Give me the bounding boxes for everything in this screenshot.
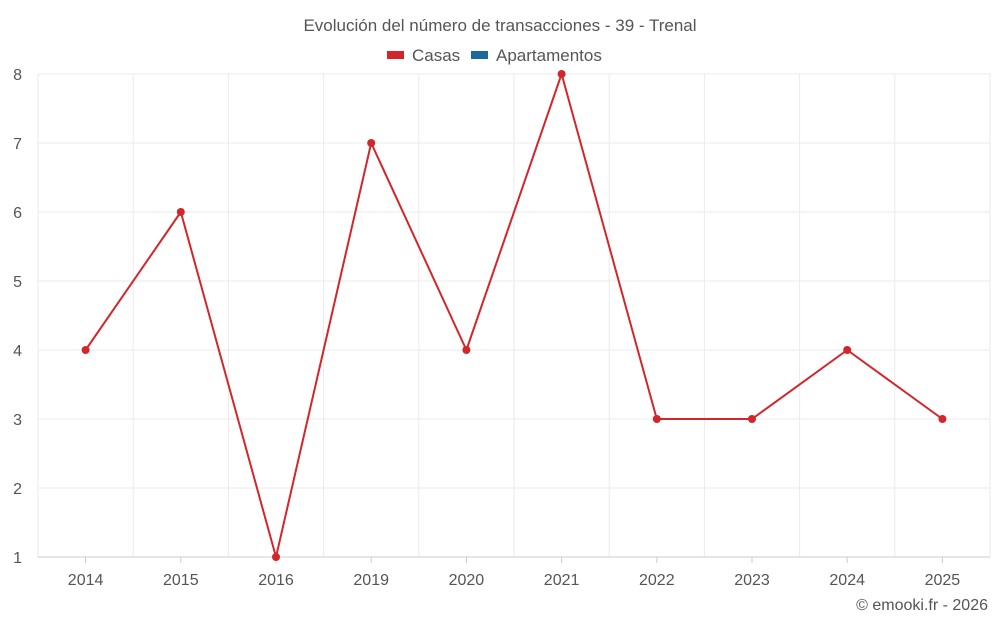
y-tick-label: 2 — [13, 481, 22, 498]
y-axis-ticks: 1 2 3 4 5 6 7 8 — [13, 67, 22, 567]
legend-swatch-apartamentos — [471, 51, 488, 59]
grid — [37, 73, 991, 558]
data-point[interactable] — [557, 70, 566, 78]
data-point[interactable] — [176, 208, 185, 216]
x-axis-ticks: 2014 2015 2016 2019 2020 2021 2022 2023 2024 2025 — [68, 557, 960, 589]
data-point[interactable] — [367, 139, 376, 147]
x-tick-label: 2023 — [734, 572, 770, 589]
x-tick-label: 2014 — [68, 572, 104, 589]
y-tick-label: 3 — [13, 412, 22, 429]
x-tick-label: 2025 — [925, 572, 961, 589]
chart-title: Evolución del número de transacciones - … — [303, 16, 696, 35]
series-layer — [81, 70, 947, 561]
legend: Casas Apartamentos — [387, 46, 602, 65]
data-point[interactable] — [938, 415, 947, 423]
legend-swatch-casas — [387, 51, 404, 59]
y-tick-label: 4 — [13, 343, 22, 360]
y-tick-label: 8 — [13, 67, 22, 84]
legend-label-casas[interactable]: Casas — [412, 46, 460, 65]
y-tick-label: 6 — [13, 205, 22, 222]
x-tick-label: 2020 — [449, 572, 485, 589]
data-point[interactable] — [843, 346, 852, 354]
data-point[interactable] — [652, 415, 661, 423]
x-tick-label: 2021 — [544, 572, 580, 589]
x-tick-label: 2024 — [829, 572, 865, 589]
series-line-casas — [84, 73, 943, 558]
x-tick-label: 2015 — [163, 572, 199, 589]
data-point[interactable] — [748, 415, 756, 423]
x-tick-label: 2016 — [258, 572, 294, 589]
x-tick-label: 2019 — [353, 572, 389, 589]
credit-text: © emooki.fr - 2026 — [856, 597, 988, 614]
data-point[interactable] — [462, 346, 471, 354]
data-point[interactable] — [81, 346, 90, 354]
data-point[interactable] — [272, 553, 280, 561]
y-tick-label: 7 — [13, 136, 22, 153]
y-tick-label: 1 — [13, 550, 22, 567]
x-tick-label: 2022 — [639, 572, 675, 589]
y-tick-label: 5 — [13, 274, 22, 291]
legend-label-apartamentos[interactable]: Apartamentos — [496, 46, 602, 65]
